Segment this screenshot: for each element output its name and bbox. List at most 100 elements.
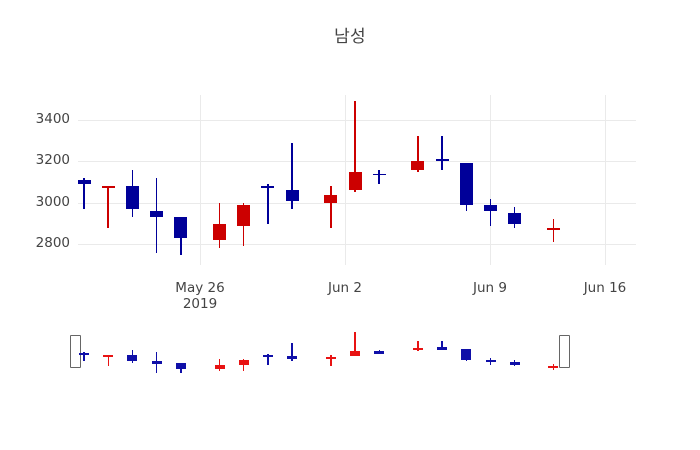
rangeslider-body bbox=[412, 347, 423, 351]
gridline-vertical bbox=[345, 95, 346, 265]
rangeslider[interactable] bbox=[70, 326, 636, 384]
y-axis-tick-label: 3400 bbox=[35, 110, 70, 127]
rangeslider-candlestick bbox=[374, 326, 385, 384]
rangeslider-candlestick bbox=[262, 326, 273, 384]
candlestick-wick bbox=[489, 198, 492, 226]
candlestick-wick bbox=[552, 219, 555, 243]
rangeslider-left-handle[interactable] bbox=[70, 335, 81, 368]
rangeslider-candlestick bbox=[548, 326, 559, 384]
gridline-horizontal bbox=[78, 119, 636, 121]
rangeslider-body bbox=[461, 348, 472, 360]
rangeslider-wick bbox=[267, 354, 269, 365]
candlestick-body bbox=[101, 186, 115, 188]
candlestick-wick bbox=[441, 136, 443, 170]
gridline-horizontal bbox=[78, 202, 636, 204]
rangeslider-body bbox=[151, 361, 162, 364]
y-axis: 3400 3200 3000 2800 bbox=[0, 95, 70, 265]
rangeslider-candlestick bbox=[461, 326, 472, 384]
gridline-horizontal bbox=[78, 244, 636, 246]
x-axis-tick-label: Jun 9 bbox=[473, 280, 507, 296]
candlestick[interactable] bbox=[508, 95, 522, 265]
rangeslider-candlestick bbox=[350, 326, 360, 384]
rangeslider-wick bbox=[291, 342, 293, 361]
candlestick[interactable] bbox=[150, 95, 164, 265]
candlestick-body bbox=[484, 204, 497, 212]
candlestick[interactable] bbox=[459, 95, 473, 265]
candlestick-body bbox=[435, 159, 449, 162]
candlestick-body bbox=[237, 204, 251, 226]
rangeslider-wick bbox=[83, 352, 85, 361]
candlestick[interactable] bbox=[213, 95, 226, 265]
rangeslider-body bbox=[79, 353, 89, 356]
rangeslider-candlestick bbox=[175, 326, 186, 384]
candlestick[interactable] bbox=[261, 95, 275, 265]
rangeslider-candlestick bbox=[412, 326, 423, 384]
rangeslider-body bbox=[374, 351, 385, 354]
x-axis-tick-label: May 26 2019 bbox=[175, 280, 225, 312]
candlestick-wick bbox=[291, 142, 293, 209]
candlestick-wick bbox=[378, 169, 380, 185]
y-axis-tick-label: 3200 bbox=[35, 152, 70, 169]
candlestick[interactable] bbox=[411, 95, 425, 265]
rangeslider-candlestick bbox=[509, 326, 520, 384]
candlestick[interactable] bbox=[324, 95, 338, 265]
candlestick[interactable] bbox=[77, 95, 91, 265]
chart-title: 남성 bbox=[334, 27, 366, 47]
gridline-vertical bbox=[605, 95, 606, 265]
rangeslider-body bbox=[287, 355, 298, 359]
candlestick-wick bbox=[267, 184, 269, 224]
candlestick[interactable] bbox=[348, 95, 362, 265]
rangeslider-body bbox=[350, 350, 360, 356]
candlestick-body bbox=[372, 173, 386, 176]
candlestick[interactable] bbox=[546, 95, 560, 265]
rangeslider-candlestick bbox=[287, 326, 298, 384]
candlestick-wick bbox=[417, 136, 419, 172]
rangeslider-body bbox=[103, 354, 114, 358]
plot-area bbox=[77, 95, 636, 265]
candlestick-body bbox=[213, 223, 226, 241]
rangeslider-body bbox=[485, 359, 496, 363]
candlestick[interactable] bbox=[174, 95, 188, 265]
candlestick-body bbox=[459, 163, 473, 205]
candlestick-body bbox=[324, 194, 338, 203]
candlestick-body bbox=[508, 213, 522, 224]
candlestick[interactable] bbox=[484, 95, 497, 265]
rangeslider-candlestick bbox=[79, 326, 89, 384]
rangeslider-body bbox=[509, 361, 520, 365]
candlestick-wick bbox=[107, 186, 109, 228]
rangeslider-candlestick bbox=[485, 326, 496, 384]
y-axis-tick-label: 2800 bbox=[35, 235, 70, 252]
candlestick-body bbox=[77, 180, 91, 185]
candlestick-body bbox=[348, 171, 362, 191]
rangeslider-body bbox=[437, 347, 448, 350]
rangeslider-candlestick bbox=[151, 326, 162, 384]
rangeslider-candlestick bbox=[437, 326, 448, 384]
rangeslider-body bbox=[127, 354, 138, 361]
rangeslider-body bbox=[262, 354, 273, 358]
candlestick[interactable] bbox=[435, 95, 449, 265]
candlestick-body bbox=[261, 186, 275, 189]
candlestick-body bbox=[150, 211, 164, 218]
rangeslider-wick bbox=[354, 331, 356, 357]
rangeslider-right-handle[interactable] bbox=[559, 335, 571, 368]
candlestick-wick bbox=[354, 101, 356, 193]
rangeslider-candlestick bbox=[214, 326, 225, 384]
rangeslider-wick bbox=[417, 341, 419, 351]
rangeslider-candlestick bbox=[103, 326, 114, 384]
candlestick[interactable] bbox=[285, 95, 299, 265]
rangeslider-body bbox=[214, 364, 225, 370]
rangeslider-body bbox=[548, 365, 559, 369]
candlestick-body bbox=[546, 227, 560, 230]
candlestick[interactable] bbox=[101, 95, 115, 265]
y-axis-tick-label: 3000 bbox=[35, 193, 70, 210]
gridline-horizontal bbox=[78, 161, 636, 163]
candlestick[interactable] bbox=[125, 95, 139, 265]
rangeslider-candlestick bbox=[127, 326, 138, 384]
candlestick[interactable] bbox=[372, 95, 386, 265]
candlestick-wick bbox=[83, 177, 85, 210]
candlestick-wick bbox=[330, 186, 332, 228]
candlestick[interactable] bbox=[237, 95, 251, 265]
x-axis-tick-label: Jun 2 bbox=[328, 280, 362, 296]
rangeslider-wick bbox=[441, 341, 443, 351]
